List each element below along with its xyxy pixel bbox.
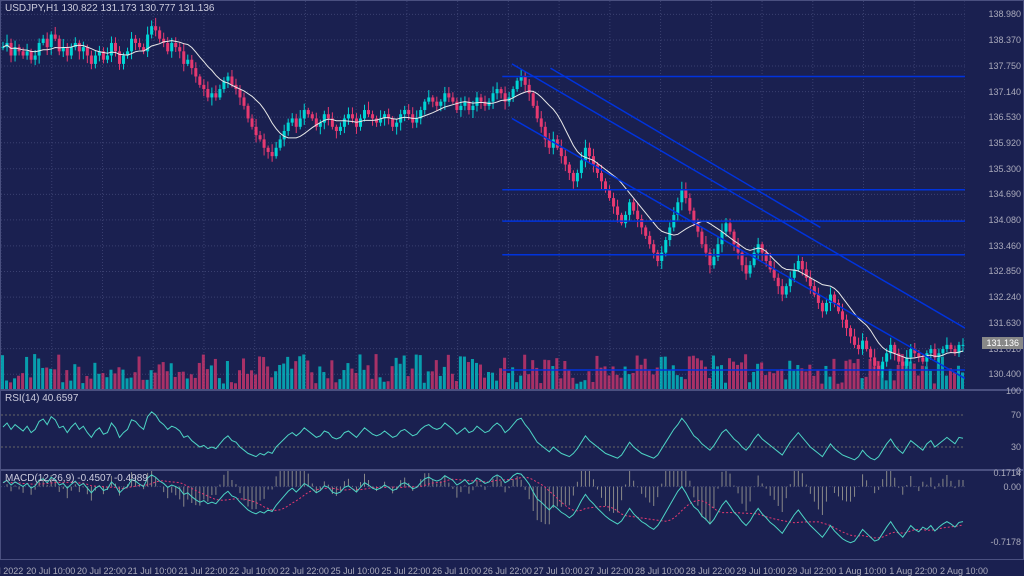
rsi-chart-svg [1, 391, 965, 471]
macd-panel[interactable]: MACD(12,26,9) -0.4507 -0.4989 0.17140.00… [0, 470, 1024, 560]
rsi-panel[interactable]: RSI(14) 40.6597 10070300 [0, 390, 1024, 470]
trading-chart[interactable]: USDJPY,H1 130.822 131.173 130.777 131.13… [0, 0, 1024, 576]
time-axis: 19 Jul 202220 Jul 10:0020 Jul 22:0021 Ju… [0, 560, 1024, 576]
current-price-badge: 131.136 [982, 337, 1023, 349]
price-chart-svg [1, 1, 965, 391]
price-panel[interactable]: USDJPY,H1 130.822 131.173 130.777 131.13… [0, 0, 1024, 390]
macd-label: MACD(12,26,9) -0.4507 -0.4989 [5, 473, 148, 484]
rsi-yaxis: 10070300 [963, 391, 1023, 469]
rsi-label: RSI(14) 40.6597 [5, 393, 78, 404]
price-yaxis: 138.980138.370137.750137.140136.530135.9… [963, 1, 1023, 389]
macd-yaxis: 0.17140.00-0.7178 [963, 471, 1023, 559]
symbol-label: USDJPY,H1 130.822 131.173 130.777 131.13… [5, 3, 214, 14]
